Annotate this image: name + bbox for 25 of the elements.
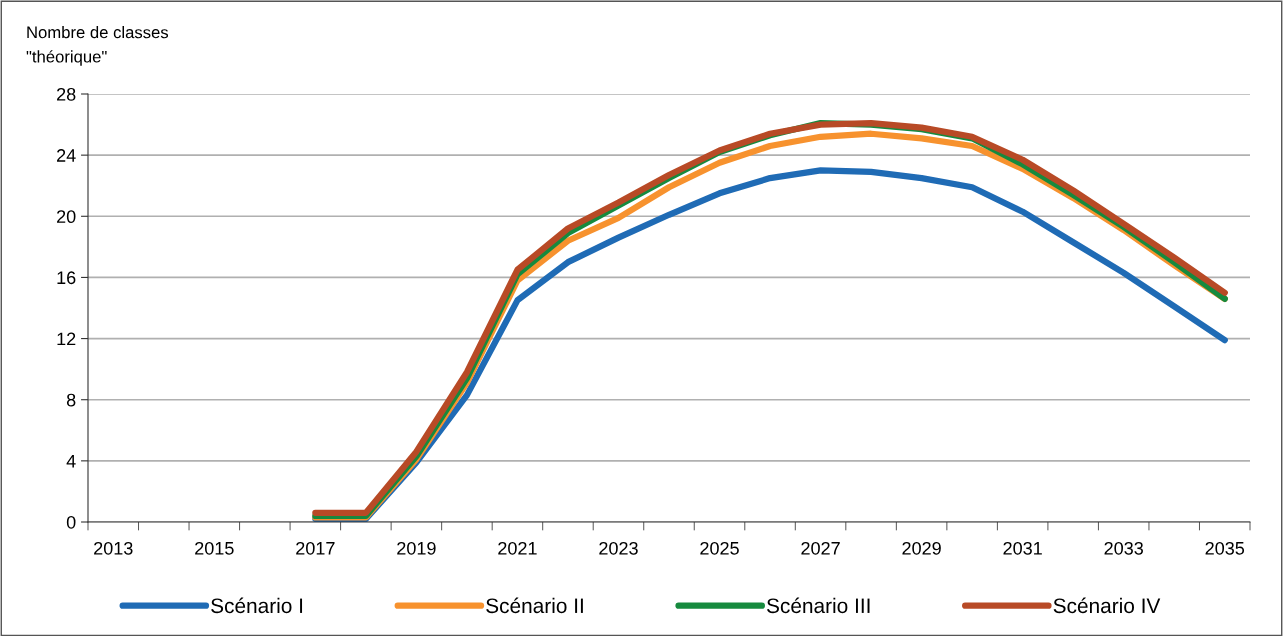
- y-tick-label: 20: [57, 210, 76, 224]
- x-tick-label: 2033: [1104, 541, 1143, 555]
- x-tick-label: 2025: [700, 541, 739, 555]
- y-axis-title: Nombre de classes "théorique": [26, 26, 169, 66]
- x-tick-label: 2017: [296, 541, 335, 555]
- y-tick-label: 28: [57, 87, 76, 101]
- x-tick-label: 2019: [397, 541, 436, 555]
- x-tick-label: 2029: [902, 541, 941, 555]
- legend-label: Scénario III: [766, 597, 870, 614]
- x-tick-label: 2013: [94, 541, 133, 555]
- legend-label: Scénario I: [211, 597, 303, 614]
- x-tick-label: 2027: [801, 541, 840, 555]
- legend-label: Scénario IV: [1053, 597, 1161, 614]
- y-tick-label: 4: [66, 454, 76, 468]
- legend-label: Scénario II: [486, 597, 583, 614]
- x-tick-label: 2021: [498, 541, 537, 555]
- x-tick-label: 2035: [1205, 541, 1245, 555]
- y-tick-label: 12: [57, 332, 76, 346]
- x-tick-label: 2031: [1003, 541, 1042, 555]
- y-tick-label: 0: [66, 515, 76, 529]
- y-tick-label: 8: [66, 393, 76, 407]
- x-tick-label: 2015: [195, 541, 234, 555]
- y-tick-label: 16: [57, 271, 76, 285]
- x-tick-label: 2023: [599, 541, 638, 555]
- y-tick-label: 24: [57, 149, 76, 162]
